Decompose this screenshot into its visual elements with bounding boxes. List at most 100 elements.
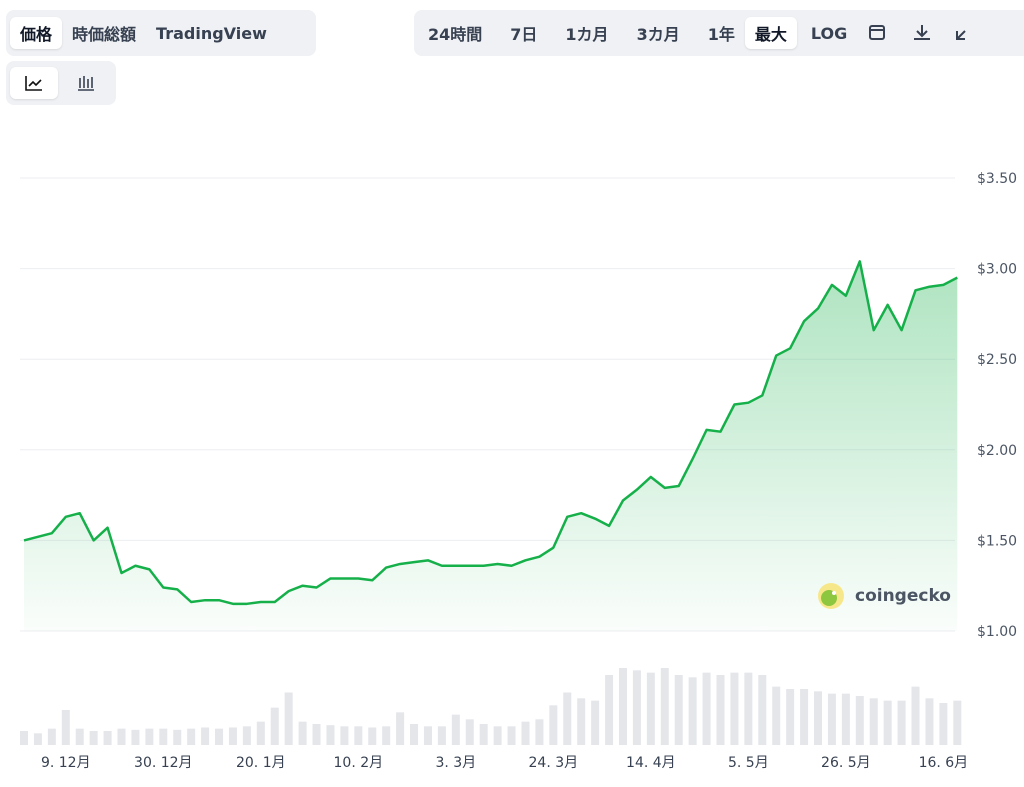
volume-bar	[618, 668, 627, 745]
x-tick-label: 26. 5月	[821, 755, 871, 771]
volume-bar	[939, 703, 948, 745]
range[interactable]: 7日	[510, 25, 538, 44]
volume-bar	[758, 675, 767, 745]
tab[interactable]: 価格	[10, 17, 63, 49]
volume-bar	[841, 693, 850, 745]
volume-bar	[953, 700, 962, 745]
volume-bar	[61, 710, 70, 745]
volume-bar	[437, 726, 446, 745]
y-tick-label: $1.00	[977, 624, 1017, 640]
volume-bar	[354, 726, 363, 745]
line-style[interactable]	[10, 67, 58, 99]
volume-bar	[563, 692, 572, 745]
volume-bar	[674, 675, 683, 745]
volume-bar	[591, 700, 600, 745]
range[interactable]: LOG	[810, 23, 848, 43]
volume-bar	[173, 729, 182, 745]
tab[interactable]: TradingView	[156, 23, 267, 43]
volume-bar	[47, 728, 56, 745]
range[interactable]: 最大	[744, 17, 797, 49]
x-tick-label: 16. 6月	[919, 755, 969, 771]
volume-bar	[535, 719, 544, 745]
volume-bar	[75, 728, 84, 745]
volume-bar	[298, 721, 307, 745]
volume-bar	[228, 727, 237, 745]
view-tabs: 価格 時価総額 TradingView	[6, 10, 316, 56]
volume-bar	[549, 705, 558, 745]
volume-bar	[117, 728, 126, 745]
volume-bar	[925, 698, 934, 745]
volume-bar	[215, 728, 224, 745]
y-tick-label: $1.50	[977, 533, 1017, 549]
volume-bar	[772, 686, 781, 745]
volume-bar	[20, 731, 28, 745]
volume-bar	[716, 675, 725, 745]
volume-bar	[605, 675, 614, 745]
x-tick-label: 14. 4月	[626, 755, 676, 771]
watermark-text: coingecko	[855, 586, 951, 606]
volume-bar	[187, 728, 196, 745]
volume-bar	[911, 686, 920, 745]
volume-bar	[786, 689, 795, 745]
volume-bar	[493, 726, 502, 745]
volume-bar	[451, 714, 460, 745]
volume-bar	[396, 712, 405, 745]
x-tick-label: 20. 1月	[236, 755, 286, 771]
volume-bar	[855, 696, 864, 745]
volume-bar	[159, 728, 168, 745]
x-tick-label: 3. 3月	[435, 755, 476, 771]
x-tick-label: 9. 12月	[41, 755, 91, 771]
range[interactable]: 3カ月	[636, 25, 680, 44]
volume-bar	[577, 698, 586, 745]
volume-bar	[800, 689, 809, 745]
x-tick-label: 24. 3月	[529, 755, 579, 771]
volume-bar	[410, 724, 419, 745]
candle-style[interactable]	[62, 67, 110, 99]
download-icon[interactable]	[897, 17, 947, 49]
x-tick-label: 10. 2月	[334, 755, 384, 771]
volume-bar	[688, 677, 697, 745]
volume-bar	[201, 727, 210, 745]
volume-bar	[744, 672, 753, 745]
volume-bar	[284, 692, 293, 745]
volume-bar	[827, 693, 836, 745]
volume-bar	[702, 672, 711, 745]
volume-bar	[632, 670, 641, 745]
volume-bar	[368, 727, 377, 745]
volume-bar	[465, 719, 474, 745]
volume-bar	[340, 726, 349, 745]
volume-bar	[145, 728, 154, 745]
chart-style	[6, 61, 116, 105]
volume-bar	[646, 672, 655, 745]
volume-bar	[660, 668, 669, 745]
expand-icon[interactable]	[947, 17, 977, 49]
range[interactable]: 1カ月	[565, 25, 609, 44]
volume-bar	[423, 726, 432, 745]
x-tick-label: 5. 5月	[728, 755, 769, 771]
volume-bar	[256, 721, 265, 745]
volume-bar	[33, 733, 42, 745]
volume-bar	[869, 698, 878, 745]
volume-bar	[479, 724, 488, 745]
price-area	[24, 261, 958, 631]
volume-bar	[89, 731, 98, 745]
volume-bar	[814, 691, 823, 745]
volume-bar	[270, 707, 279, 745]
y-tick-label: $2.00	[977, 443, 1017, 459]
volume-bar	[883, 700, 892, 745]
volume-bar	[730, 672, 739, 745]
volume-bar	[242, 726, 251, 745]
price-line	[23, 260, 958, 606]
calendar-icon[interactable]	[857, 17, 897, 49]
tab[interactable]: 時価総額	[72, 25, 137, 44]
x-tick-label: 30. 12月	[134, 755, 193, 771]
watermark: coingecko	[818, 583, 951, 609]
volume-bar	[521, 721, 530, 745]
y-tick-label: $3.00	[977, 262, 1017, 278]
range-tabs: 24時間 7日 1カ月 3カ月 1年 最大 LOG	[414, 10, 1024, 56]
range[interactable]: 24時間	[428, 25, 483, 44]
range[interactable]: 1年	[707, 25, 735, 44]
volume-bar	[897, 700, 906, 745]
volume-bar	[382, 726, 391, 745]
